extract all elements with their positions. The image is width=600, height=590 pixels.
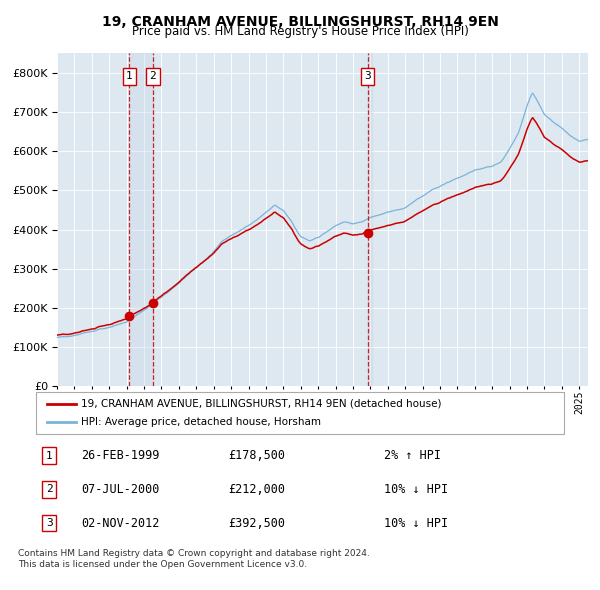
Text: Contains HM Land Registry data © Crown copyright and database right 2024.: Contains HM Land Registry data © Crown c…	[18, 549, 370, 558]
Text: Price paid vs. HM Land Registry's House Price Index (HPI): Price paid vs. HM Land Registry's House …	[131, 25, 469, 38]
Text: 2: 2	[46, 484, 53, 494]
Text: 2: 2	[149, 71, 157, 81]
Text: 1: 1	[126, 71, 133, 81]
Text: 3: 3	[46, 518, 53, 528]
Text: 2% ↑ HPI: 2% ↑ HPI	[384, 449, 441, 463]
Text: 19, CRANHAM AVENUE, BILLINGSHURST, RH14 9EN: 19, CRANHAM AVENUE, BILLINGSHURST, RH14 …	[101, 15, 499, 29]
Text: 1: 1	[46, 451, 53, 461]
Text: HPI: Average price, detached house, Horsham: HPI: Average price, detached house, Hors…	[81, 417, 321, 427]
Text: 19, CRANHAM AVENUE, BILLINGSHURST, RH14 9EN (detached house): 19, CRANHAM AVENUE, BILLINGSHURST, RH14 …	[81, 399, 442, 409]
Text: £212,000: £212,000	[228, 483, 285, 496]
Text: 10% ↓ HPI: 10% ↓ HPI	[384, 516, 448, 530]
Bar	[129, 53, 153, 386]
Text: This data is licensed under the Open Government Licence v3.0.: This data is licensed under the Open Gov…	[18, 560, 307, 569]
Text: 10% ↓ HPI: 10% ↓ HPI	[384, 483, 448, 496]
Text: 26-FEB-1999: 26-FEB-1999	[81, 449, 160, 463]
Text: 02-NOV-2012: 02-NOV-2012	[81, 516, 160, 530]
Bar	[368, 53, 372, 386]
Text: 07-JUL-2000: 07-JUL-2000	[81, 483, 160, 496]
Text: £392,500: £392,500	[228, 516, 285, 530]
Text: £178,500: £178,500	[228, 449, 285, 463]
Text: 3: 3	[364, 71, 371, 81]
FancyBboxPatch shape	[36, 392, 564, 434]
